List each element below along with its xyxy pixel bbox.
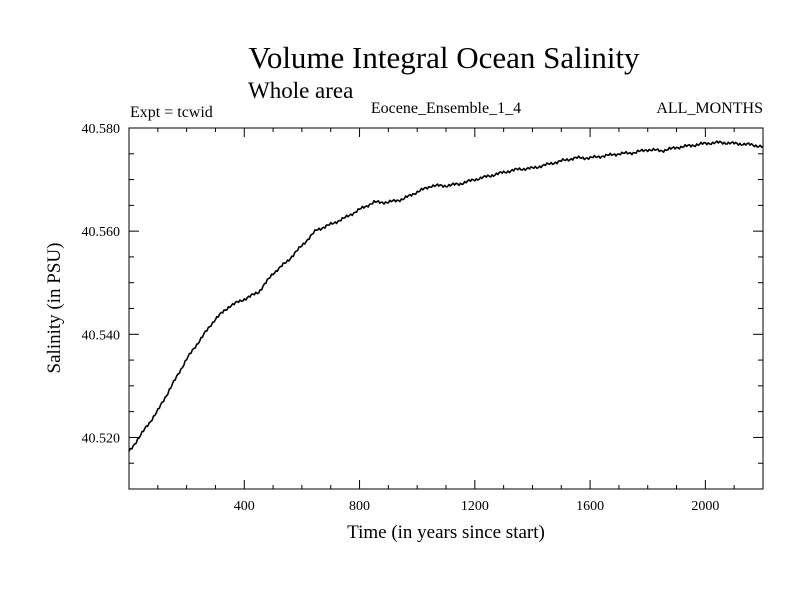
x-tick-label: 400 <box>234 499 255 514</box>
x-axis-label: Time (in years since start) <box>347 522 545 543</box>
ensemble-label: Eocene_Ensemble_1_4 <box>371 100 521 117</box>
y-axis-label: Salinity (in PSU) <box>44 243 65 374</box>
x-tick-label: 1200 <box>461 499 489 514</box>
x-tick-label: 2000 <box>691 499 719 514</box>
y-tick-label: 40.580 <box>82 122 121 137</box>
x-tick-label: 800 <box>349 499 370 514</box>
y-tick-label: 40.540 <box>82 328 121 343</box>
y-tick-label: 40.560 <box>82 225 121 240</box>
chart-subtitle: Whole area <box>248 78 353 103</box>
plot-area: 400 800 1200 1600 2000 40.520 40.540 40.560 40.5… <box>82 122 764 514</box>
chart-title: Volume Integral Ocean Salinity <box>248 40 640 75</box>
y-tick-label: 40.520 <box>82 431 121 446</box>
experiment-label: Expt = tcwid <box>130 104 213 121</box>
salinity-series-line <box>128 140 764 452</box>
x-tick-label: 1600 <box>576 499 604 514</box>
months-label: ALL_MONTHS <box>656 100 763 117</box>
plot-frame <box>128 127 764 490</box>
